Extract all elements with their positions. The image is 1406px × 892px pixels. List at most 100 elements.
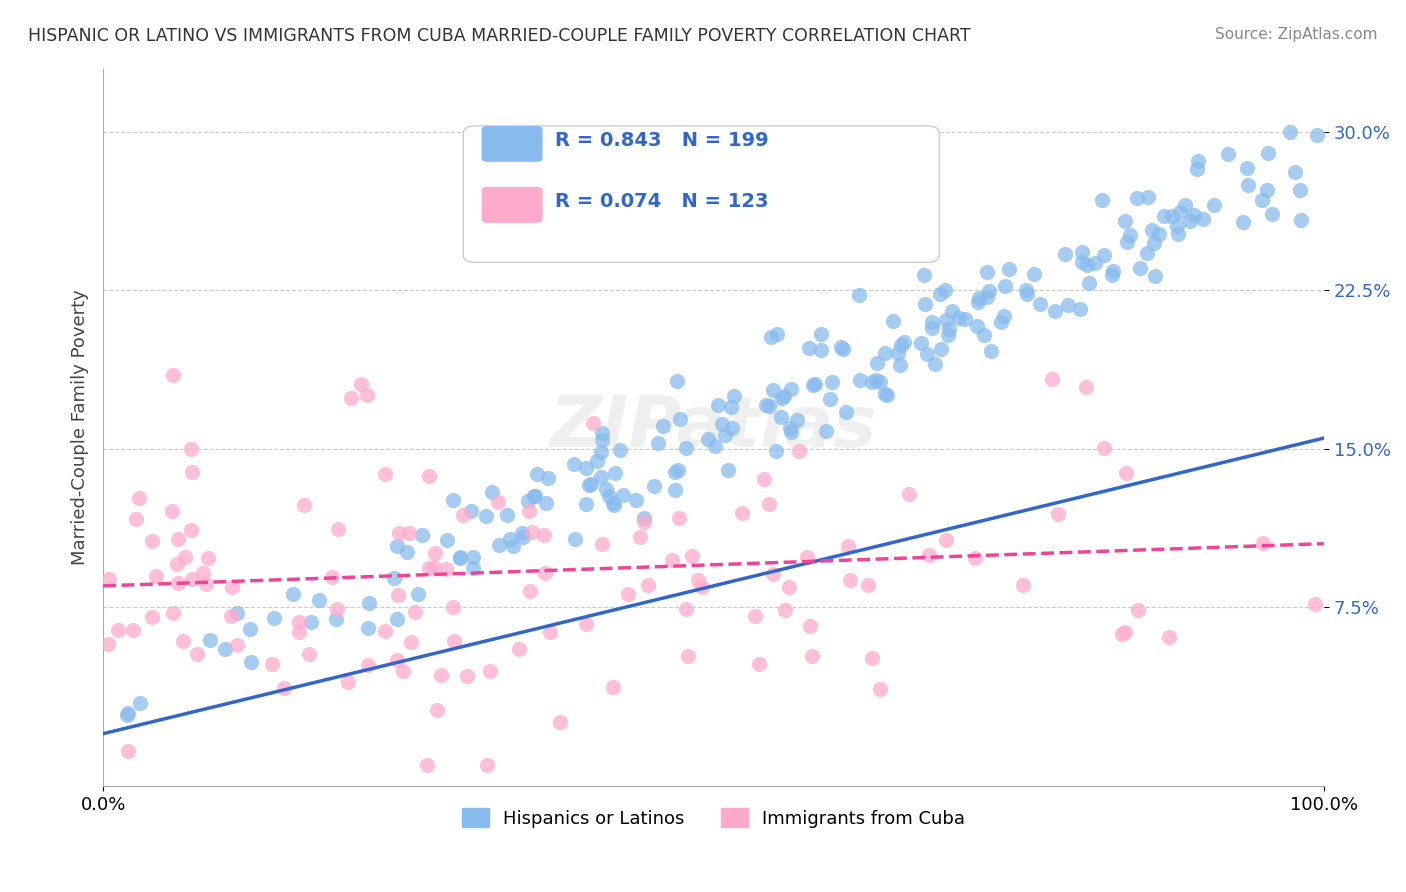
Text: ZIPatlas: ZIPatlas [550, 393, 877, 462]
Point [955, 312, 977, 326]
Point [429, 667, 451, 681]
Point [145, 569, 167, 583]
Point [832, 342, 855, 356]
Point [478, 665, 501, 679]
Point [519, 584, 541, 599]
Point [1289, 184, 1312, 198]
Point [766, 326, 789, 341]
Point [681, 549, 703, 564]
Point [1236, 161, 1258, 175]
Point [882, 314, 904, 328]
Point [976, 265, 998, 279]
Point [605, 466, 627, 480]
Point [710, 417, 733, 431]
Point [562, 457, 585, 471]
Point [416, 758, 439, 772]
Point [350, 376, 373, 391]
Point [1202, 198, 1225, 212]
Point [664, 483, 686, 498]
Point [965, 551, 987, 566]
Point [288, 625, 311, 640]
Point [797, 341, 820, 355]
Point [481, 485, 503, 500]
Point [1091, 193, 1114, 207]
Point [1126, 602, 1149, 616]
Point [512, 530, 534, 544]
Point [115, 707, 138, 722]
Point [373, 467, 395, 482]
Point [591, 426, 613, 441]
Text: R = 0.843   N = 199: R = 0.843 N = 199 [555, 131, 769, 150]
Point [200, 632, 222, 647]
Point [1015, 284, 1038, 298]
Point [754, 472, 776, 486]
Point [769, 410, 792, 425]
Point [897, 486, 920, 500]
Point [837, 539, 859, 553]
Point [678, 648, 700, 663]
Point [180, 572, 202, 586]
Point [586, 454, 609, 468]
Point [172, 633, 194, 648]
Point [706, 398, 728, 412]
Point [748, 657, 770, 671]
Point [1147, 227, 1170, 242]
Point [463, 561, 485, 575]
Point [121, 623, 143, 637]
Point [226, 606, 249, 620]
Point [359, 596, 381, 610]
Point [838, 573, 860, 587]
Point [704, 439, 727, 453]
Point [475, 758, 498, 772]
Point [488, 538, 510, 552]
Point [502, 539, 524, 553]
Point [780, 382, 803, 396]
Point [893, 334, 915, 349]
Point [1102, 264, 1125, 278]
Point [643, 479, 665, 493]
Point [796, 549, 818, 564]
Point [875, 387, 897, 401]
Point [1136, 246, 1159, 260]
Point [538, 624, 561, 639]
Point [928, 286, 950, 301]
Point [1257, 146, 1279, 161]
Point [637, 577, 659, 591]
Point [1071, 245, 1094, 260]
Point [1279, 125, 1302, 139]
Point [780, 425, 803, 439]
Point [595, 482, 617, 496]
Point [998, 262, 1021, 277]
Point [1043, 303, 1066, 318]
Point [436, 533, 458, 548]
Point [575, 497, 598, 511]
Point [1069, 302, 1091, 317]
Point [1284, 164, 1306, 178]
Point [548, 715, 571, 730]
Point [1084, 256, 1107, 270]
Point [180, 523, 202, 537]
Point [475, 509, 498, 524]
Point [537, 471, 560, 485]
Point [1114, 625, 1136, 640]
Point [239, 655, 262, 669]
Point [666, 374, 689, 388]
Point [910, 335, 932, 350]
Point [856, 578, 879, 592]
Point [166, 532, 188, 546]
Point [664, 466, 686, 480]
Point [675, 441, 697, 455]
Point [810, 327, 832, 342]
Point [669, 412, 692, 426]
Point [221, 580, 243, 594]
Point [731, 506, 754, 520]
Point [449, 550, 471, 565]
Point [1167, 227, 1189, 242]
Point [786, 413, 808, 427]
FancyBboxPatch shape [463, 126, 939, 262]
Point [425, 702, 447, 716]
Point [744, 608, 766, 623]
Point [652, 419, 675, 434]
Point [762, 566, 785, 581]
Point [914, 297, 936, 311]
